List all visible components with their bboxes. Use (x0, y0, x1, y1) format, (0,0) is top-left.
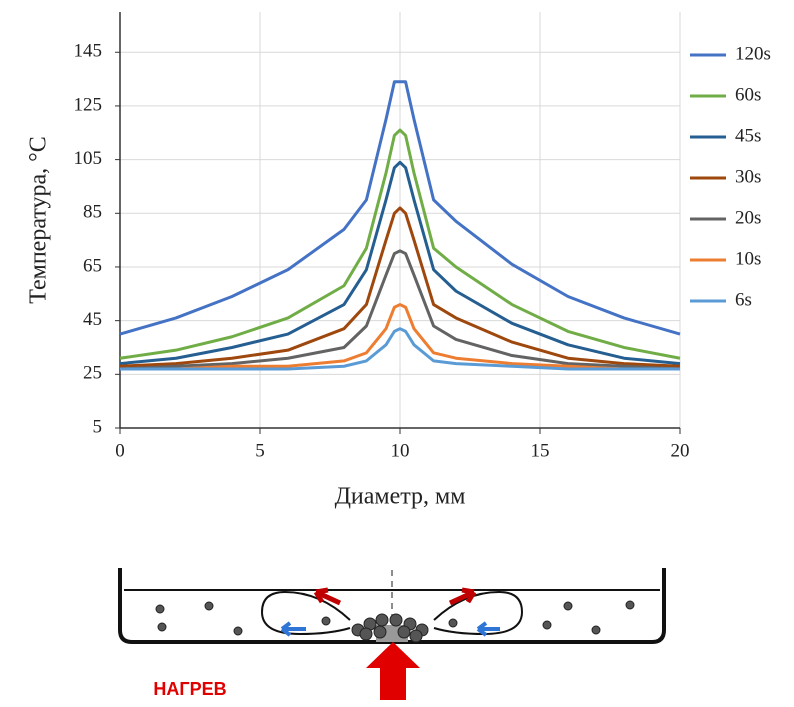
legend-label: 120s (735, 43, 771, 64)
y-tick-label: 105 (74, 148, 103, 169)
x-tick-label: 20 (671, 440, 690, 461)
legend-label: 60s (735, 84, 761, 105)
line (119, 80, 681, 336)
line (119, 160, 681, 366)
bubble (260, 590, 351, 636)
flow-arrow (448, 587, 477, 606)
legend-label: 10s (735, 248, 761, 269)
y-tick-label: 25 (83, 363, 102, 384)
legend-label: 30s (735, 166, 761, 187)
particles (155, 600, 635, 643)
x-tick-label: 15 (531, 440, 550, 461)
line (119, 128, 681, 360)
y-tick-label: 45 (83, 309, 102, 330)
flow-arrow (476, 621, 500, 637)
x-axis-title: Диаметр, мм (335, 484, 466, 510)
flow-arrow (313, 587, 342, 606)
legend-label: 20s (735, 207, 761, 228)
x-tick-label: 0 (115, 440, 125, 461)
heat-label: НАГРЕВ (153, 679, 226, 699)
line (119, 249, 681, 371)
y-tick-label: 5 (93, 416, 103, 437)
x-tick-label: 10 (391, 440, 410, 461)
line (120, 303, 680, 371)
flow-arrow (280, 621, 306, 637)
y-tick-label: 145 (74, 41, 103, 62)
heat-arrow (366, 642, 420, 700)
legend-label: 6s (735, 289, 752, 310)
y-tick-label: 65 (83, 255, 102, 276)
line (120, 327, 680, 371)
legend-label: 45s (735, 125, 761, 146)
y-axis-title: Температура, °C (26, 136, 52, 304)
diagram (118, 568, 666, 700)
y-tick-label: 85 (83, 202, 102, 223)
x-tick-label: 5 (255, 440, 265, 461)
bubble (433, 590, 524, 636)
y-tick-label: 125 (74, 94, 103, 115)
line (119, 206, 681, 368)
